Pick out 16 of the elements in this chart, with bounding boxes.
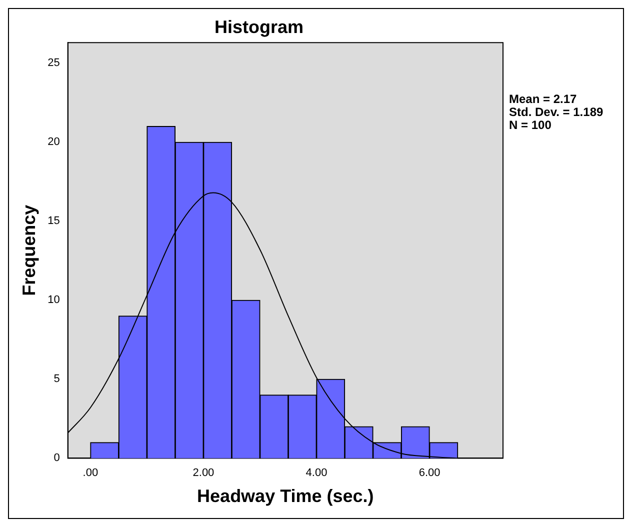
text: N = 100: [509, 118, 552, 132]
y-tick-label: 0: [54, 452, 60, 464]
y-tick-label: 5: [54, 373, 60, 386]
y-tick-label: 20: [48, 136, 60, 148]
x-tick-label: 2.00: [192, 466, 214, 479]
y-axis-title: Frequency: [18, 204, 39, 296]
x-tick-label: 6.00: [418, 466, 440, 479]
y-tick-label: 15: [48, 215, 60, 228]
text: Mean = 2.17: [509, 92, 578, 106]
x-tick-label: .00: [82, 466, 98, 479]
chart-title: Histogram: [214, 16, 304, 37]
y-tick-label: 10: [48, 294, 60, 306]
x-tick-label: 4.00: [306, 466, 328, 479]
y-tick-label: 25: [48, 57, 60, 70]
x-axis-title: Headway Time (sec.): [197, 486, 374, 506]
text: Std. Dev. = 1.189: [509, 105, 604, 119]
